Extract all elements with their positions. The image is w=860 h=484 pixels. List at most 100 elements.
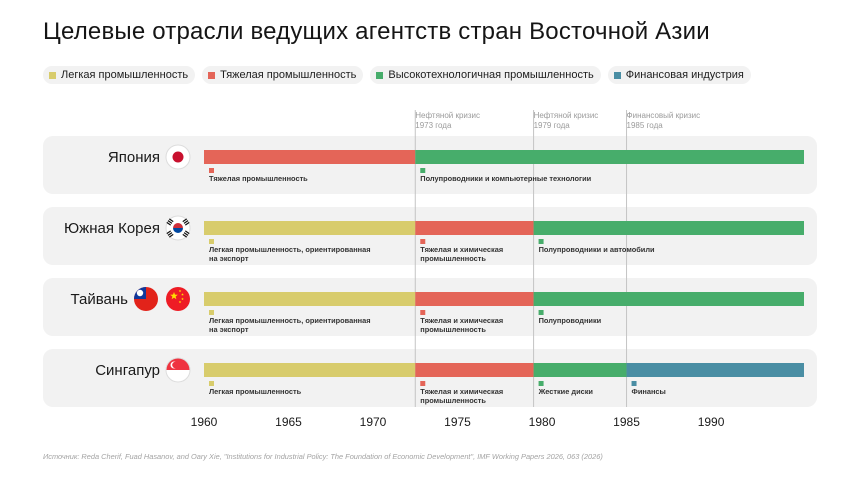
- flag-body: [134, 287, 158, 311]
- flag-small-star: [181, 297, 184, 301]
- segment-label: промышленность: [420, 396, 486, 405]
- flag-big-star: [170, 292, 178, 300]
- segment-label: промышленность: [420, 325, 486, 334]
- segment-marker: [209, 381, 214, 386]
- crisis-label: Финансовый кризис: [627, 111, 701, 120]
- legend-label: Финансовая индустрия: [625, 69, 744, 81]
- flag-taegeuk-red: [173, 223, 183, 228]
- flag-sun: [172, 151, 184, 163]
- legend-item-3: Финансовая индустрия: [607, 66, 751, 84]
- flag-trigram: [182, 230, 190, 238]
- flag-trigram-bar: [166, 230, 172, 235]
- legend-label: Высокотехнологичная промышленность: [388, 69, 594, 81]
- x-tick-label: 1980: [529, 415, 556, 429]
- flag-trigram-bar: [167, 220, 173, 224]
- bar-segment: [204, 221, 416, 235]
- country-label-япония: Япония: [108, 149, 160, 166]
- segment-label: Полупроводники и компьютерные технологии: [420, 174, 591, 183]
- bar-segment: [626, 363, 804, 377]
- segment-marker: [209, 239, 214, 244]
- flag-trigram-bar: [168, 218, 174, 223]
- segment-marker: [538, 381, 544, 386]
- segment-label: Тяжелая и химическая: [420, 387, 503, 396]
- taiwan-flag-icon: [134, 287, 158, 311]
- segment-label: Финансы: [632, 387, 666, 396]
- segment-marker: [209, 168, 214, 173]
- bar-segment: [204, 292, 416, 306]
- bars: [204, 150, 804, 386]
- singapore-flag-icon: [165, 357, 191, 383]
- bar-segment: [415, 292, 534, 306]
- segment-label: Тяжелая промышленность: [209, 174, 308, 183]
- segment-label: на экспорт: [209, 325, 249, 334]
- segment-label: Жесткие диски: [538, 387, 594, 396]
- bar-segment: [204, 363, 416, 377]
- flag-trigram-bar: [168, 233, 174, 238]
- legend: Легкая промышленность Тяжелая промышленно…: [43, 66, 818, 84]
- flag-trigram-bar: [183, 232, 189, 236]
- segment-marker: [420, 168, 426, 173]
- country-label-тайвань: Тайвань: [71, 291, 129, 308]
- segment-marker: [420, 310, 426, 315]
- legend-swatch: [208, 71, 216, 79]
- segment-marker: [420, 381, 426, 386]
- legend-swatch: [376, 71, 384, 79]
- china-flag-icon: [166, 287, 190, 311]
- segment-marker: [538, 239, 544, 244]
- flag-field: [166, 287, 190, 311]
- bar-segment: [415, 363, 534, 377]
- x-tick-label: 1985: [613, 415, 640, 429]
- flag-trigram-bar: [167, 232, 173, 236]
- segment-label: на экспорт: [209, 254, 249, 263]
- south-korea-flag-icon: [165, 215, 191, 241]
- flag-small-star: [181, 293, 184, 296]
- segment-label: Легкая промышленность, ориентированная: [209, 316, 371, 325]
- chart-title: Целевые отрасли ведущих агентств стран В…: [43, 18, 710, 45]
- segment-label: Тяжелая и химическая: [420, 245, 503, 254]
- flag-trigram-bar: [182, 218, 188, 223]
- flag-trigram-bar: [183, 220, 189, 224]
- legend-item-2: Высокотехнологичная промышленность: [370, 66, 601, 84]
- crisis-label: 1985 года: [627, 121, 664, 130]
- country-label-южная-корея: Южная Корея: [64, 220, 160, 237]
- bar-segment: [533, 292, 804, 306]
- flag-small-star: [178, 300, 182, 304]
- x-tick-label: 1965: [275, 415, 302, 429]
- segment-label: промышленность: [420, 254, 486, 263]
- legend-item-0: Легкая промышленность: [43, 66, 196, 84]
- flag-white-band: [166, 370, 190, 382]
- segment-label: Легкая промышленность: [209, 387, 302, 396]
- legend-swatch: [613, 71, 621, 79]
- x-tick-label: 1990: [698, 415, 725, 429]
- crisis-label: 1979 года: [534, 121, 571, 130]
- segment-marker: [631, 381, 637, 386]
- segment-marker: [538, 310, 544, 315]
- segment-marker: [420, 239, 426, 244]
- legend-swatch: [49, 71, 56, 79]
- crisis-label: Нефтяной кризис: [534, 111, 599, 120]
- bar-segment: [533, 363, 627, 377]
- bar-segment: [415, 150, 804, 164]
- flag-trigram-bar: [166, 221, 172, 226]
- bar-segment: [533, 221, 804, 235]
- japan-flag-icon: [165, 144, 191, 170]
- segment-label: Легкая промышленность, ориентированная: [209, 245, 371, 254]
- flag-trigram: [166, 218, 174, 226]
- flag-outline: [165, 357, 191, 383]
- legend-label: Легкая промышленность: [61, 69, 189, 81]
- source-note: Источник: Reda Cherif, Fuad Hasanov, and…: [43, 452, 603, 461]
- segment-marker: [209, 310, 214, 315]
- x-tick-label: 1975: [444, 415, 471, 429]
- x-tick-label: 1960: [191, 415, 218, 429]
- bar-segment: [204, 150, 416, 164]
- flag-trigram: [182, 218, 190, 226]
- flag-trigram-bar: [184, 230, 190, 235]
- flag-trigram-bar: [184, 221, 190, 226]
- flag-moon-cut: [172, 361, 179, 369]
- segment-label: Полупроводники и автомобили: [539, 245, 655, 254]
- legend-label: Тяжелая промышленность: [220, 69, 357, 81]
- country-label-сингапур: Сингапур: [95, 362, 160, 379]
- x-tick-label: 1970: [360, 415, 387, 429]
